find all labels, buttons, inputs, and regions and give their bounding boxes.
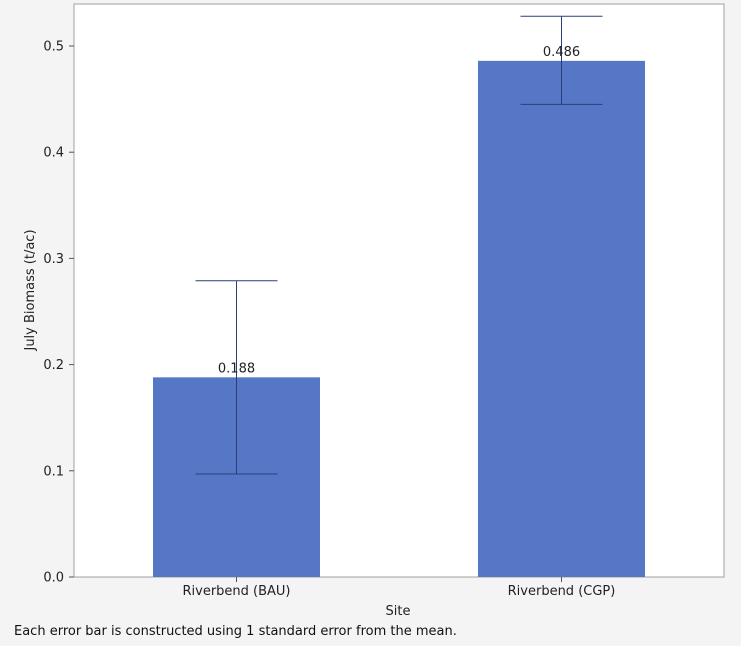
y-tick-label: 0.0 — [43, 571, 64, 586]
y-axis-title: July Biomass (t/ac) — [23, 229, 38, 351]
x-tick-label: Riverbend (BAU) — [182, 584, 290, 599]
y-tick-label: 0.4 — [43, 146, 64, 161]
y-tick-label: 0.2 — [43, 358, 64, 373]
y-axis: 0.0 0.1 0.2 0.3 0.4 0.5 — [43, 40, 74, 586]
bars: 0.188 0.486 — [153, 15, 645, 578]
error-bar — [195, 280, 278, 475]
y-tick-label: 0.5 — [43, 40, 64, 55]
x-tick-label: Riverbend (CGP) — [508, 584, 616, 599]
y-tick-label: 0.3 — [43, 252, 64, 267]
y-tick-label: 0.1 — [43, 464, 64, 479]
x-axis-title: Site — [386, 604, 411, 619]
error-bar — [520, 15, 603, 105]
footnote: Each error bar is constructed using 1 st… — [14, 624, 457, 639]
data-label: 0.188 — [218, 361, 255, 376]
x-axis: Riverbend (BAU) Riverbend (CGP) — [182, 577, 615, 599]
bar — [478, 60, 645, 578]
data-label: 0.486 — [543, 45, 580, 60]
